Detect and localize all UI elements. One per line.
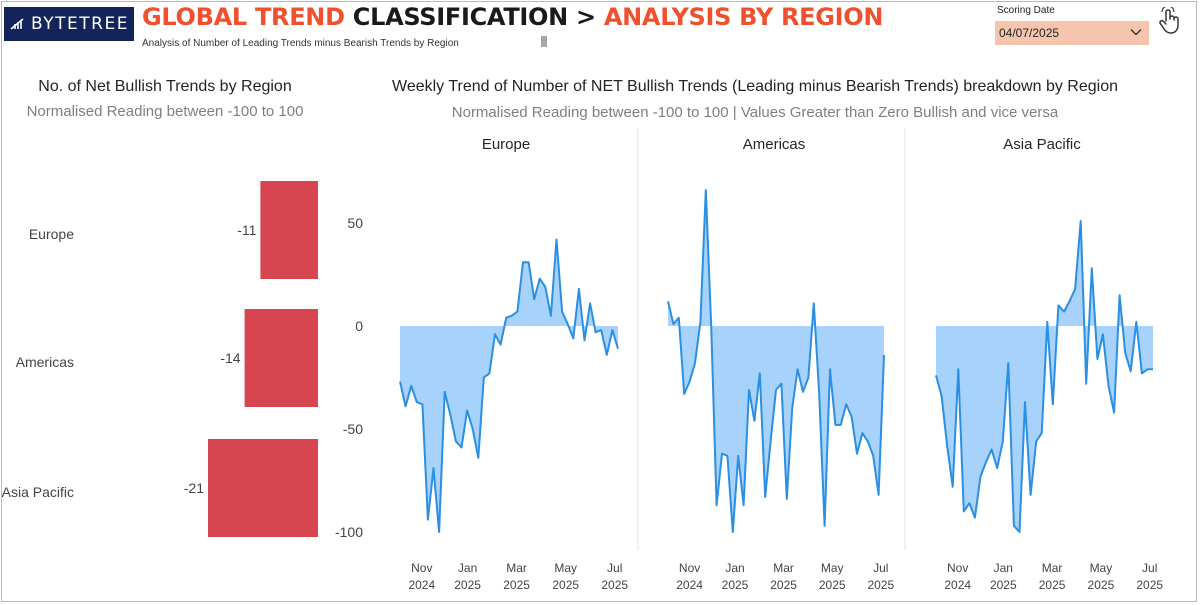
bar-category-label: Europe (29, 226, 74, 242)
x-tick-month: Nov (411, 561, 432, 575)
x-tick-year: 2025 (503, 578, 530, 592)
x-tick-year: 2024 (676, 578, 703, 592)
scoring-date-label: Scoring Date (997, 5, 1055, 16)
scroll-handle[interactable] (541, 36, 547, 47)
series-line-europe (399, 238, 619, 533)
y-tick-label: -100 (335, 524, 363, 540)
x-tick-year: 2025 (454, 578, 481, 592)
x-tick-year: 2025 (1136, 578, 1163, 592)
title-part2: CLASSIFICATION (352, 3, 568, 31)
bar-asia-pacific (208, 439, 318, 537)
series-line-americas (667, 189, 885, 533)
x-tick-month: Mar (506, 561, 527, 575)
bar-europe (260, 181, 318, 279)
bar-value-label: -11 (237, 222, 256, 238)
x-tick-month: Jul (873, 561, 888, 575)
x-tick-month: Nov (679, 561, 700, 575)
panel-title-americas: Americas (743, 136, 806, 153)
bar-category-label: Americas (16, 354, 74, 370)
left-chart-subtitle: Normalised Reading between -100 to 100 (26, 103, 304, 120)
page-title: GLOBAL TREND CLASSIFICATION > ANALYSIS B… (142, 3, 884, 31)
x-tick-year: 2025 (552, 578, 579, 592)
x-tick-year: 2025 (770, 578, 797, 592)
x-tick-month: May (1090, 561, 1113, 575)
x-tick-month: May (821, 561, 844, 575)
x-tick-month: Jan (994, 561, 1013, 575)
bytetree-logo: BYTETREE (4, 7, 134, 41)
x-tick-year: 2024 (944, 578, 971, 592)
logo-mark-icon (10, 18, 24, 30)
scoring-date-value: 04/07/2025 (999, 26, 1060, 40)
panel-title-asia-pacific: Asia Pacific (1003, 136, 1081, 153)
y-tick-label: 0 (355, 318, 363, 334)
y-tick-label: -50 (343, 421, 363, 437)
y-tick-label: 50 (347, 215, 363, 231)
chevron-down-icon[interactable] (1129, 25, 1143, 39)
right-chart-subtitle: Normalised Reading between -100 to 100 |… (451, 104, 1059, 121)
bar-value-label: -21 (184, 480, 204, 496)
title-part3: ANALYSIS BY REGION (603, 3, 884, 31)
x-tick-month: Jul (607, 561, 622, 575)
x-tick-year: 2025 (1088, 578, 1115, 592)
hand-pointer-icon[interactable] (1157, 7, 1183, 35)
x-tick-year: 2025 (1039, 578, 1066, 592)
bar-value-label: -14 (220, 350, 240, 366)
x-tick-year: 2024 (408, 578, 435, 592)
area-fill-europe (400, 239, 618, 532)
bar-category-label: Asia Pacific (2, 484, 74, 500)
panel-title-europe: Europe (482, 136, 530, 153)
title-part1: GLOBAL TREND (142, 3, 345, 31)
x-tick-month: Jan (725, 561, 744, 575)
page-subtitle: Analysis of Number of Leading Trends min… (142, 38, 459, 49)
series-line-asia-pacific (935, 220, 1153, 533)
x-tick-month: Nov (947, 561, 968, 575)
x-tick-year: 2025 (819, 578, 846, 592)
x-tick-month: May (554, 561, 577, 575)
x-tick-month: Mar (773, 561, 794, 575)
x-tick-month: Jan (458, 561, 477, 575)
x-tick-year: 2025 (867, 578, 894, 592)
x-tick-year: 2025 (990, 578, 1017, 592)
x-tick-year: 2025 (722, 578, 749, 592)
x-tick-month: Jul (1142, 561, 1157, 575)
bar-americas (244, 309, 318, 407)
scoring-date-dropdown[interactable]: 04/07/2025 (995, 21, 1149, 45)
x-tick-year: 2025 (601, 578, 628, 592)
title-separator: > (575, 3, 596, 31)
area-fill-americas (668, 190, 884, 532)
right-chart-title: Weekly Trend of Number of NET Bullish Tr… (392, 78, 1118, 95)
logo-text: BYTETREE (31, 14, 129, 34)
x-tick-month: Mar (1042, 561, 1063, 575)
left-chart-title: No. of Net Bullish Trends by Region (38, 78, 292, 95)
